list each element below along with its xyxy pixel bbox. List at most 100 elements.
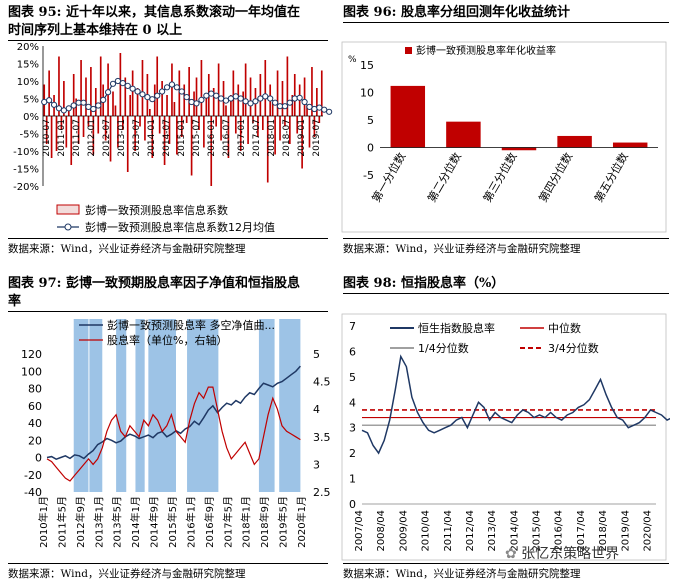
ic-bar	[158, 116, 161, 134]
ic-bar	[163, 116, 166, 165]
ic-bar	[205, 98, 208, 116]
ic-bar	[247, 116, 249, 144]
hsi-yield-line	[361, 354, 670, 455]
ic-bar	[252, 116, 254, 123]
ic-bar	[136, 88, 139, 116]
ic-mean-marker	[198, 96, 205, 104]
x-tick-label: 2019-07	[312, 119, 322, 157]
ic-mean-marker	[222, 97, 230, 104]
y-left-tick-label: 120	[21, 348, 42, 361]
y-axis-unit: %	[348, 55, 357, 65]
x-tick-label: 2020/04	[642, 510, 653, 552]
y-tick-label: 5%	[23, 95, 39, 106]
x-tick-label: 2013年5月	[111, 496, 124, 548]
ic-bar	[185, 116, 188, 123]
ic-mean-marker	[173, 84, 180, 91]
ic-mean-marker	[154, 92, 161, 99]
x-tick-label: 2018年9月	[258, 496, 271, 548]
ic-bar	[320, 70, 323, 116]
y-tick-label: 1	[349, 473, 356, 486]
ic-bar	[99, 56, 102, 116]
x-tick-label: 第一分位数	[369, 150, 409, 205]
chart97-source: 数据来源：Wind，兴业证券经济与金融研究院整理	[8, 563, 328, 581]
ic-mean-marker	[281, 103, 289, 110]
ic-mean-marker	[208, 90, 215, 97]
ic-mean-marker	[85, 103, 92, 111]
ic-bar	[257, 116, 259, 137]
y-right-tick-label: 3	[313, 458, 320, 471]
x-tick-label: 2017/04	[576, 510, 587, 552]
ic-bar	[129, 95, 132, 116]
x-tick-label: 第五分位数	[591, 150, 631, 205]
y-left-tick-label: 100	[21, 365, 42, 378]
ic-bar	[284, 116, 286, 127]
ic-bar	[271, 102, 274, 116]
return-bar	[501, 147, 537, 151]
y-tick-label: 15%	[17, 60, 39, 71]
ic-mean-marker	[227, 95, 234, 102]
chart96-title: 图表 96: 股息率分组回测年化收益统计	[343, 4, 669, 23]
ic-bar	[121, 116, 124, 130]
ic-bar	[168, 116, 171, 144]
x-tick-label: 2014/04	[509, 510, 520, 552]
ic-mean-marker	[60, 107, 67, 114]
ic-bar	[217, 63, 220, 116]
y-right-tick-label: 2.5	[313, 486, 331, 499]
legend-label: 股息率（单位%，右轴）	[107, 333, 227, 347]
ic-bar	[97, 116, 100, 134]
y-tick-label: 6	[349, 345, 356, 358]
ic-bar	[131, 70, 134, 116]
ic-bar	[141, 60, 144, 116]
chart98-source: 数据来源：Wind，兴业证券经济与金融研究院整理	[343, 563, 669, 581]
y-tick-label: -10%	[13, 147, 39, 158]
ic-mean-marker	[262, 93, 269, 100]
chart-border	[341, 41, 667, 233]
legend-swatch	[405, 47, 412, 54]
x-tick-label: 2015-01	[177, 119, 187, 157]
ic-bar	[94, 88, 97, 116]
ic-bar	[303, 77, 306, 116]
x-tick-label: 2013/04	[487, 510, 498, 552]
x-tick-label: 2016年1月	[184, 496, 197, 548]
ic-bar	[289, 116, 291, 144]
y-left-tick-label: -40	[24, 486, 42, 499]
ic-bar	[85, 77, 87, 116]
x-tick-label: 2008/04	[376, 510, 387, 552]
ic-bar	[311, 67, 313, 116]
ic-bar	[296, 116, 299, 134]
x-tick-label: 2011-07	[72, 119, 82, 157]
x-tick-label: 2014年1月	[129, 496, 142, 548]
return-bar	[446, 121, 481, 148]
y-right-tick-label: 3.5	[313, 431, 331, 444]
x-tick-label: 2012/04	[465, 510, 476, 552]
legend-label: 彭博一致预测股息率 多空净值曲...	[107, 318, 275, 332]
y-tick-label: 7	[349, 320, 356, 333]
ic-bar	[87, 116, 90, 127]
ic-bar	[117, 116, 119, 148]
y-tick-label: 5	[349, 371, 356, 384]
ic-bar	[65, 116, 68, 148]
ic-bar	[50, 116, 53, 158]
x-tick-label: 2019年5月	[277, 496, 290, 548]
y-tick-label: -20%	[13, 182, 39, 193]
x-tick-label: 2018/04	[598, 510, 609, 552]
x-tick-label: 2019/04	[620, 510, 631, 552]
ic-bar	[63, 81, 65, 116]
ic-bar	[149, 109, 151, 116]
ic-bar	[286, 56, 289, 116]
ic-mean-marker	[286, 99, 293, 106]
ic-bar	[242, 91, 245, 116]
ic-bar	[55, 116, 58, 151]
return-bar	[390, 85, 426, 148]
x-tick-label: 2017-07	[252, 119, 262, 157]
ic-mean-marker	[217, 95, 225, 102]
ic-bar	[244, 63, 247, 116]
ic-mean-marker	[296, 94, 303, 101]
ic-bar	[200, 60, 203, 116]
ic-bar	[90, 67, 92, 116]
ic-bar	[104, 116, 107, 141]
y-tick-label: 5	[367, 114, 374, 127]
legend-label: 1/4分位数	[418, 341, 469, 355]
y-tick-label: 0	[349, 498, 356, 511]
ic-mean-marker	[237, 95, 244, 102]
